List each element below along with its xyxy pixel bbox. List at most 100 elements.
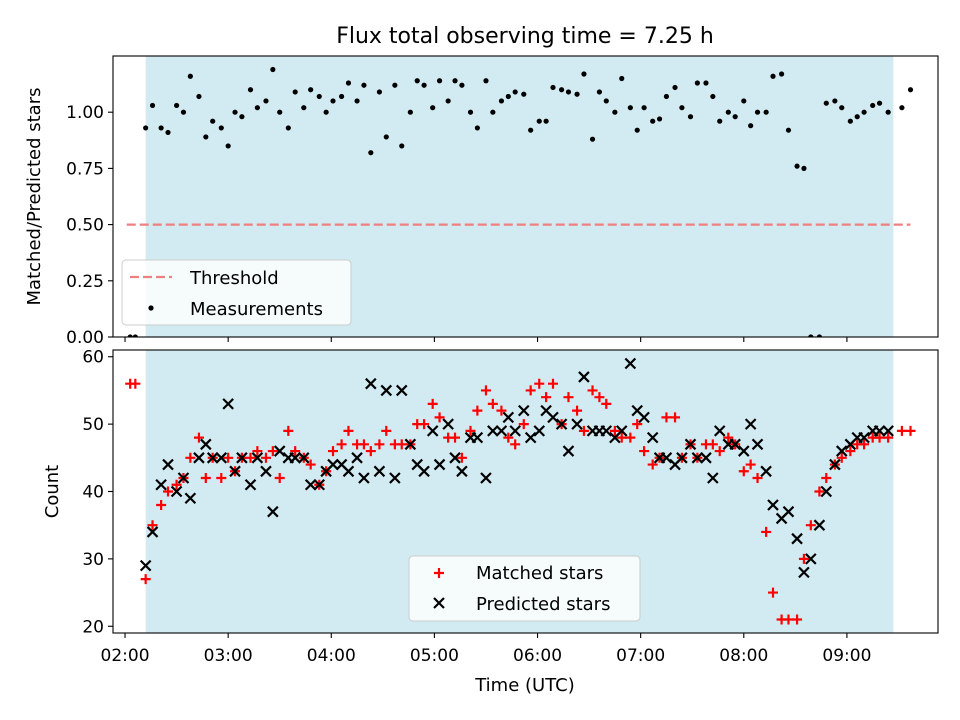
measurement-point [763, 109, 769, 115]
matched-star-point [707, 439, 718, 450]
predicted-star-point [676, 452, 688, 464]
predicted-star-point [684, 438, 697, 451]
matched-star-point [487, 398, 498, 409]
predicted-star-point [373, 465, 386, 478]
predicted-star-point [244, 478, 257, 491]
measurement-point [474, 125, 480, 131]
measurement-point [498, 98, 505, 104]
matched-star-point [548, 378, 558, 389]
series-predicted-stars [139, 357, 894, 579]
measurement-point [687, 114, 694, 120]
measurement-point [603, 98, 609, 104]
legend: Threshold Measurements [121, 259, 352, 326]
measurement-point [581, 71, 587, 77]
matched-star-point [147, 520, 158, 531]
measurement-point [436, 78, 443, 84]
measurement-point [132, 334, 138, 337]
predicted-star-point [660, 452, 673, 464]
matched-star-point [358, 439, 369, 450]
legend-predicted-swatch [433, 597, 445, 609]
matched-star-point [472, 405, 483, 416]
y-tick-label: 0.50 [66, 216, 104, 236]
measurement-point [536, 118, 542, 124]
predicted-star-point [820, 485, 833, 498]
predicted-star-point [767, 499, 779, 511]
measurement-point [899, 105, 905, 111]
measurement-point [732, 114, 738, 120]
measurement-point [232, 109, 238, 115]
predicted-star-point [729, 438, 741, 451]
measurement-point [543, 118, 549, 124]
predicted-star-point [480, 472, 492, 484]
x-tick-label: 04:00 [307, 646, 356, 666]
matched-star-point [510, 439, 521, 450]
x-tick-label: 03:00 [204, 646, 253, 666]
predicted-star-point [713, 425, 726, 437]
measurement-point [459, 82, 465, 88]
measurement-point [574, 91, 580, 97]
measurement-point [816, 334, 823, 337]
measurement-point [445, 98, 451, 104]
matched-star-point [845, 446, 856, 457]
matched-star-point [283, 425, 294, 436]
predicted-star-point [229, 465, 241, 478]
predicted-star-point [858, 431, 870, 444]
matched-star-point [541, 392, 552, 403]
predicted-star-point [638, 411, 650, 424]
measurement-point [565, 89, 572, 95]
measurement-point [180, 109, 187, 115]
matched-star-point [609, 425, 620, 436]
measurement-point [330, 98, 336, 104]
measurement-point [754, 109, 761, 115]
matched-star-point [783, 614, 794, 625]
predicted-star-point [487, 425, 499, 437]
matched-star-point [563, 392, 574, 403]
measurement-point [558, 87, 565, 93]
predicted-star-point [562, 445, 575, 457]
matched-star-point [616, 432, 627, 443]
measurement-point [656, 116, 663, 122]
measurement-point [785, 127, 792, 133]
matched-star-point [130, 378, 141, 389]
matched-star-point [821, 473, 832, 484]
measurement-point [361, 82, 367, 88]
matched-star-point [639, 446, 650, 457]
y-axis-label: Count [42, 465, 63, 518]
predicted-star-point [813, 519, 826, 531]
predicted-star-point [471, 431, 484, 444]
measurement-point [421, 82, 427, 88]
measurement-point [149, 102, 156, 109]
measurement-point [187, 73, 193, 79]
matched-star-point [594, 392, 605, 403]
matched-star-point [752, 473, 763, 484]
measurement-point [452, 78, 458, 84]
predicted-star-point [829, 458, 841, 471]
matched-star-point [768, 587, 778, 598]
measurement-point [254, 105, 260, 111]
measurement-point [392, 82, 398, 88]
measurement-point [832, 98, 838, 104]
y-tick-label: 60 [82, 348, 104, 368]
predicted-star-point [798, 566, 810, 579]
measurement-point [285, 125, 291, 131]
predicted-star-point [738, 445, 750, 457]
measurement-point [679, 105, 685, 111]
predicted-star-point [170, 485, 183, 498]
predicted-star-point [289, 452, 301, 464]
measurement-point [550, 84, 556, 91]
legend-measurement-label: Measurements [190, 299, 323, 320]
matched-star-point [503, 432, 514, 443]
matched-star-point [252, 446, 263, 457]
legend-matched-label: Matched stars [476, 563, 603, 584]
predicted-star-point [744, 418, 757, 430]
predicted-star-point [342, 465, 355, 478]
y-tick-label: 0.75 [66, 159, 104, 179]
legend-measurement-swatch [148, 305, 154, 311]
measurement-point [627, 105, 633, 111]
predicted-star-point [495, 425, 508, 437]
predicted-star-point [177, 472, 190, 484]
matched-star-point [587, 385, 598, 396]
measurement-point [694, 80, 700, 86]
measurement-point [770, 73, 776, 79]
matched-star-point [267, 446, 278, 457]
